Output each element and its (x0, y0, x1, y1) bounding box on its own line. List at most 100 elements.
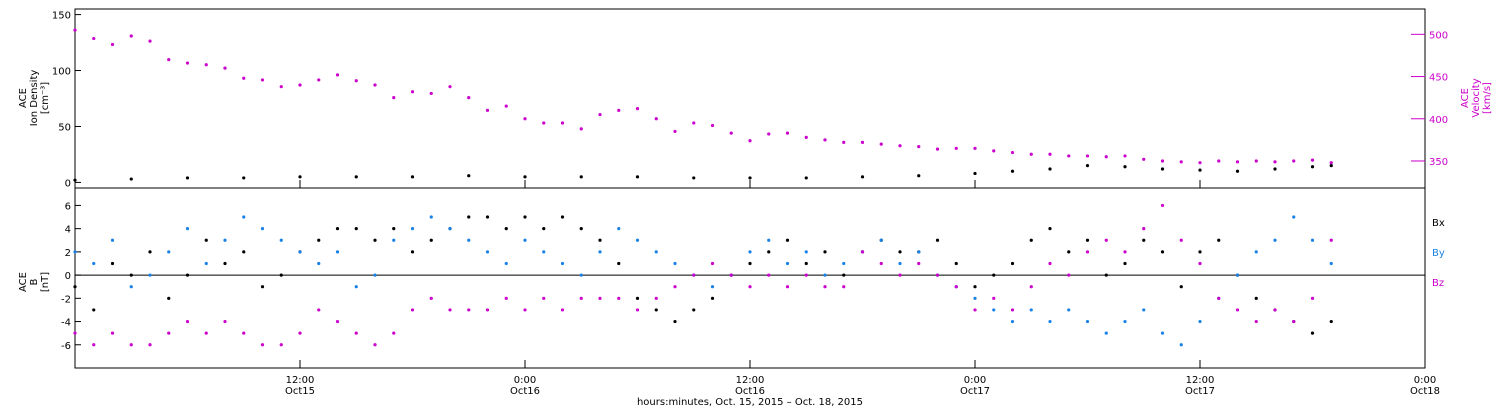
bz-point (1142, 227, 1146, 231)
field-tick-label: 0 (65, 271, 71, 282)
bx-point (279, 273, 283, 277)
time-axis: 12:00Oct150:00Oct1612:00Oct160:00Oct1712… (285, 180, 1440, 397)
density-point (410, 175, 415, 179)
velocity-axis-label-line2: Velocity (1471, 78, 1482, 117)
bx-point (935, 238, 940, 242)
density-point (73, 178, 77, 182)
field-tick-label: 4 (65, 225, 71, 236)
field-tick-label: 2 (65, 248, 71, 259)
by-point (973, 296, 977, 300)
bz-point (1085, 250, 1090, 254)
bz-point (654, 296, 658, 300)
velocity-axis-label-line3: [km/s] (1482, 82, 1493, 114)
by-point (354, 285, 358, 289)
density-axis: 0 50 100 150 (52, 11, 81, 189)
bz-point (373, 343, 377, 347)
velocity-point (542, 121, 546, 125)
bx-point (92, 308, 96, 312)
bz-point (973, 308, 977, 312)
bz-point (335, 319, 340, 324)
field-axis: -6 -4 -2 0 2 4 6 (61, 201, 81, 352)
density-point (579, 175, 583, 179)
bz-point (354, 331, 358, 335)
bz-point (1067, 273, 1071, 277)
velocity-tick-label: 350 (1429, 157, 1448, 168)
by-point (785, 261, 790, 266)
velocity-point (167, 58, 171, 62)
density-point (1310, 165, 1315, 169)
density-point (1329, 164, 1333, 168)
density-point (1235, 169, 1240, 173)
velocity-point (92, 36, 96, 41)
by-point (654, 250, 658, 254)
velocity-point (1123, 154, 1127, 158)
velocity-point (898, 144, 902, 148)
velocity-point (1254, 159, 1258, 163)
field-axis-label-line1: ACE (18, 272, 29, 292)
bz-point (1160, 203, 1165, 208)
bz-point (767, 273, 771, 277)
velocity-point (879, 142, 883, 146)
by-point (1085, 319, 1090, 324)
bx-point (1142, 238, 1146, 242)
field-axis-label-line2: B (29, 278, 40, 285)
velocity-point (1085, 154, 1090, 158)
velocity-point (1273, 160, 1277, 164)
bz-point (635, 308, 640, 312)
by-point (204, 261, 208, 266)
bx-point (954, 261, 958, 266)
density-axis-label-line2: Ion Density (29, 70, 40, 127)
x-tick-time: 0:00 (1414, 375, 1436, 386)
x-tick-time: 12:00 (1186, 375, 1215, 386)
bx-point (242, 250, 246, 254)
x-tick-time: 12:00 (736, 375, 765, 386)
bx-point (1198, 250, 1202, 254)
velocity-point (860, 140, 865, 145)
velocity-point (392, 96, 396, 100)
bz-point (785, 285, 790, 289)
x-tick-day: Oct15 (285, 386, 315, 397)
density-point (1198, 168, 1202, 172)
bz-point (917, 261, 921, 266)
by-point (1198, 319, 1202, 324)
bz-point (523, 308, 527, 312)
bx-point (617, 261, 621, 266)
bz-point (1198, 261, 1202, 266)
by-point (1160, 331, 1165, 335)
bx-point (748, 261, 752, 266)
legend-bx: Bx (1432, 218, 1445, 229)
density-point (1048, 167, 1052, 171)
by-point (317, 261, 321, 266)
x-tick-time: 12:00 (286, 375, 315, 386)
velocity-point (504, 104, 508, 108)
bz-point (1217, 296, 1221, 300)
density-point (242, 176, 246, 180)
by-point (279, 238, 283, 242)
density-tick-label: 150 (52, 11, 71, 22)
by-point (917, 250, 921, 254)
bz-point (673, 285, 677, 289)
bz-point (204, 331, 208, 335)
by-point (429, 215, 433, 219)
velocity-point (1048, 152, 1052, 156)
bz-point (110, 331, 115, 335)
density-point (1085, 164, 1090, 168)
bz-point (992, 296, 996, 300)
by-point (1067, 308, 1071, 312)
bx-point (167, 296, 171, 300)
velocity-point (1142, 157, 1146, 161)
bx-point (767, 250, 771, 254)
bx-point (692, 308, 696, 312)
velocity-point (692, 121, 696, 125)
x-tick-day: Oct18 (1410, 386, 1440, 397)
density-point (692, 176, 696, 180)
by-point (823, 273, 827, 277)
bz-point (185, 319, 190, 324)
by-point (1142, 308, 1146, 312)
velocity-point (935, 147, 940, 151)
velocity-point (917, 145, 921, 149)
bx-point (992, 273, 996, 277)
bx-point (148, 250, 152, 254)
velocity-point (1067, 154, 1071, 158)
bx-point (223, 261, 227, 266)
